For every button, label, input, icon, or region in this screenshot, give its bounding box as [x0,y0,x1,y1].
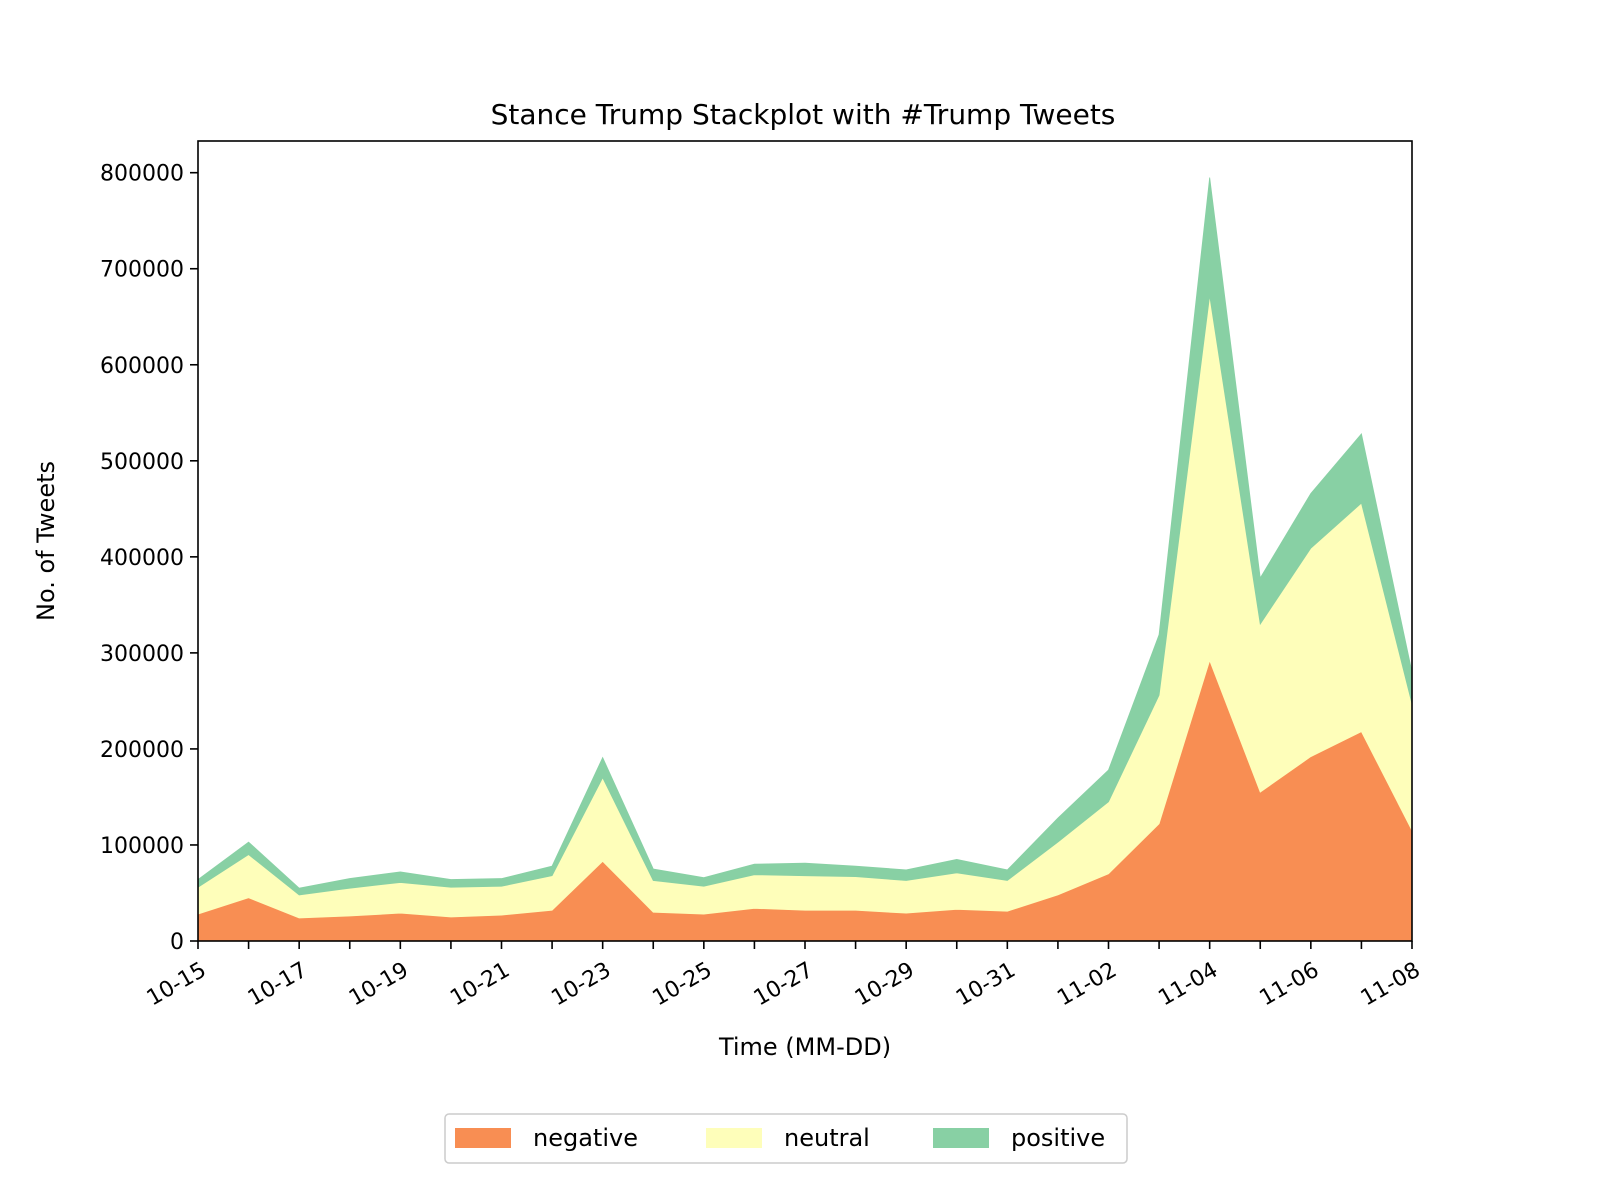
y-tick-label: 500000 [100,450,184,475]
y-tick-label: 800000 [100,162,184,187]
y-axis-label: No. of Tweets [32,461,60,621]
chart-title: Stance Trump Stackplot with #Trump Tweet… [491,98,1116,131]
y-tick-label: 700000 [100,258,184,283]
y-tick-label: 400000 [100,546,184,571]
legend-swatch [455,1128,511,1148]
legend-label: neutral [784,1124,870,1152]
legend-label: positive [1011,1124,1105,1152]
legend-swatch [933,1128,989,1148]
legend-item-neutral: neutral [706,1124,870,1152]
y-tick-label: 200000 [100,738,184,763]
x-axis-label: Time (MM-DD) [718,1033,891,1061]
legend-item-positive: positive [933,1124,1105,1152]
y-tick-label: 100000 [100,834,184,859]
y-tick-label: 0 [170,930,184,955]
legend-items: negative neutral positive [455,1124,1105,1152]
legend-swatch [706,1128,762,1148]
legend-item-negative: negative [455,1124,638,1152]
y-tick-label: 300000 [100,642,184,667]
legend: negative neutral positive [444,1113,1128,1164]
legend-label: negative [533,1124,638,1152]
y-tick-label: 600000 [100,354,184,379]
legend-frame [444,1113,1128,1164]
y-axis: 0 100000 200000 300000 400000 500000 600000 700… [100,162,198,955]
